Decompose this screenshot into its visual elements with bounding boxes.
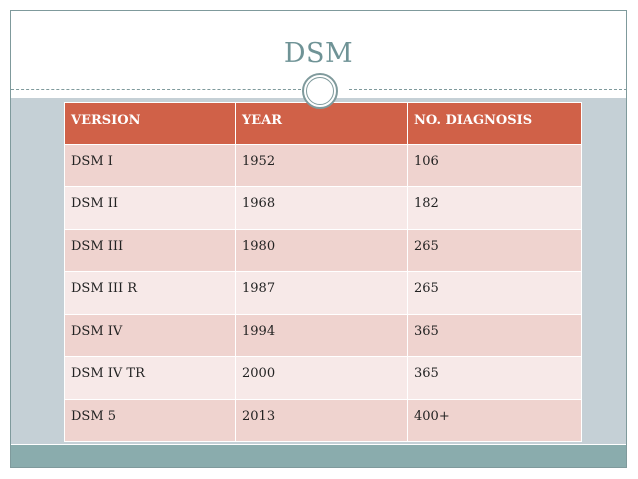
table-row: DSM II 1968 182 [64, 186, 582, 230]
table-row: DSM III 1980 265 [64, 228, 582, 273]
cell-year: 1968 [235, 186, 408, 230]
slide-title: DSM [283, 38, 354, 69]
cell-diagnosis-count: 365 [407, 356, 582, 400]
cell-diagnosis-count: 265 [407, 271, 582, 315]
footer-band [11, 445, 626, 467]
table-header-row: VERSION YEAR NO. DIAGNOSIS [64, 102, 582, 145]
cell-diagnosis-count: 182 [407, 186, 582, 230]
header-version: VERSION [64, 102, 236, 145]
cell-year: 1987 [235, 271, 408, 315]
cell-version: DSM IV [64, 313, 236, 358]
cell-year: 1952 [235, 143, 408, 188]
title-divider-right [349, 89, 627, 90]
cell-version: DSM I [64, 143, 236, 188]
circle-ornament-icon [302, 73, 338, 109]
table-row: DSM IV TR 2000 365 [64, 356, 582, 400]
dsm-table: VERSION YEAR NO. DIAGNOSIS DSM I 1952 10… [64, 102, 582, 443]
slide: DSM VERSION YEAR NO. DIAGNOSIS DSM I 195… [10, 10, 627, 468]
cell-year: 1994 [235, 313, 408, 358]
cell-version: DSM IV TR [64, 356, 236, 400]
cell-year: 2013 [235, 398, 408, 443]
cell-version: DSM II [64, 186, 236, 230]
title-divider-left [11, 89, 301, 90]
header-no-diagnosis: NO. DIAGNOSIS [407, 102, 582, 145]
cell-version: DSM III R [64, 271, 236, 315]
cell-year: 1980 [235, 228, 408, 273]
table-row: DSM I 1952 106 [64, 143, 582, 188]
table-row: DSM IV 1994 365 [64, 313, 582, 358]
table-row: DSM III R 1987 265 [64, 271, 582, 315]
cell-diagnosis-count: 265 [407, 228, 582, 273]
cell-diagnosis-count: 106 [407, 143, 582, 188]
cell-diagnosis-count: 400+ [407, 398, 582, 443]
cell-version: DSM 5 [64, 398, 236, 443]
cell-version: DSM III [64, 228, 236, 273]
header-year: YEAR [235, 102, 408, 145]
cell-diagnosis-count: 365 [407, 313, 582, 358]
table-row: DSM 5 2013 400+ [64, 398, 582, 443]
cell-year: 2000 [235, 356, 408, 400]
